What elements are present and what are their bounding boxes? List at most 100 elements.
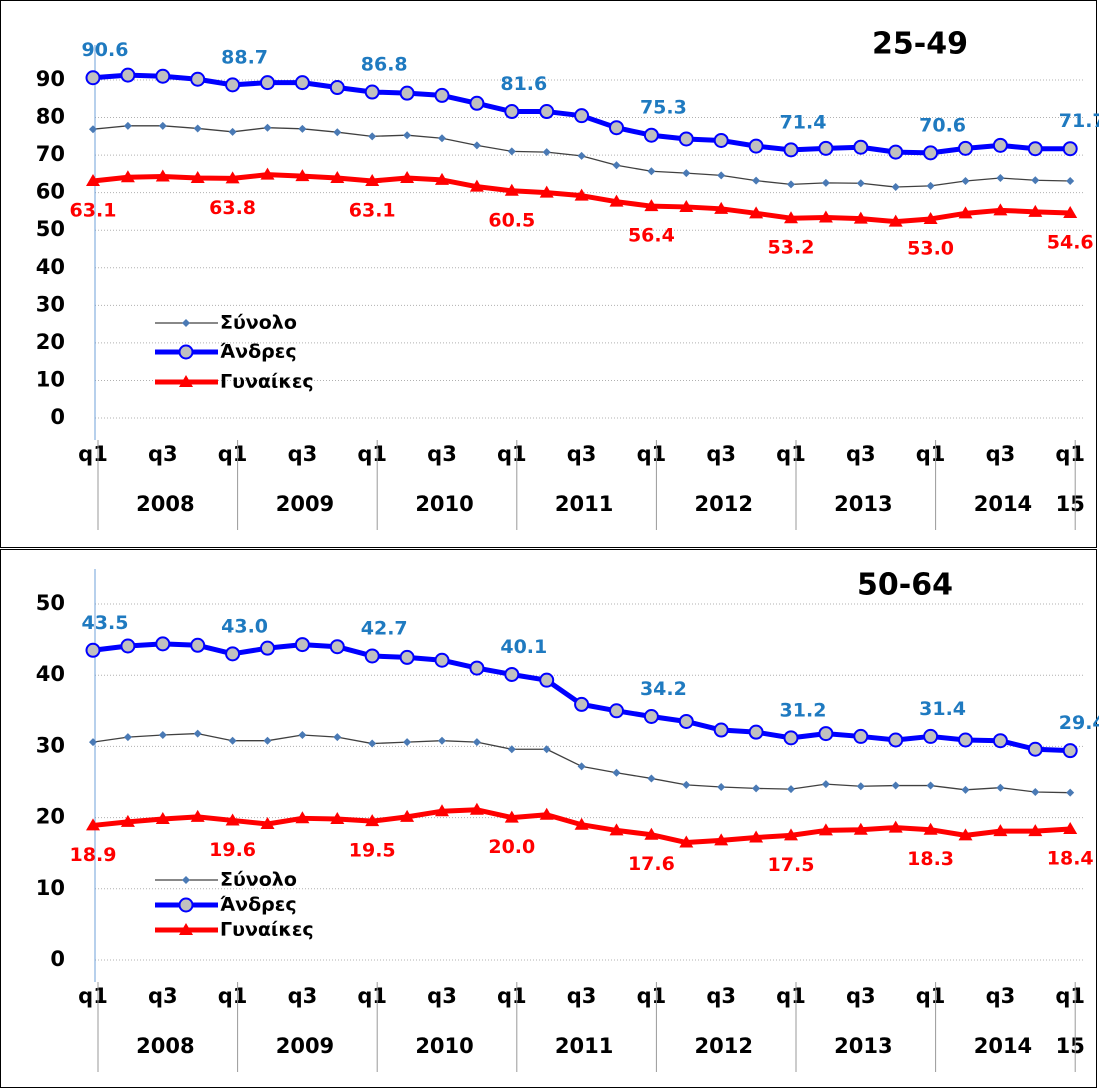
- marker: [574, 188, 589, 201]
- data-label: 18.3: [907, 848, 954, 870]
- marker: [89, 125, 97, 134]
- marker: [225, 646, 241, 662]
- marker: [891, 183, 900, 192]
- x-tick-label: q3: [567, 442, 597, 466]
- x-tick-label: q1: [637, 442, 667, 466]
- marker: [120, 814, 135, 827]
- marker: [1028, 824, 1043, 837]
- marker: [784, 211, 798, 224]
- marker: [992, 733, 1008, 749]
- marker: [333, 128, 342, 137]
- year-label: 2009: [276, 492, 334, 516]
- x-tick-label: q1: [78, 442, 108, 466]
- data-label: 90.6: [82, 39, 129, 61]
- marker: [714, 201, 729, 214]
- marker: [678, 131, 694, 147]
- x-tick-label: q3: [148, 442, 178, 466]
- marker: [678, 713, 694, 729]
- marker: [888, 144, 904, 160]
- data-label: 34.2: [640, 678, 687, 700]
- marker: [958, 732, 973, 748]
- year-label: 2008: [136, 1034, 194, 1058]
- data-label: 20.0: [488, 836, 535, 858]
- marker: [364, 648, 380, 664]
- legend-label: Γυναίκες: [220, 919, 314, 941]
- x-tick-label: q3: [986, 984, 1016, 1008]
- marker: [1031, 787, 1040, 796]
- marker: [923, 145, 939, 161]
- x-tick-label: q3: [427, 442, 457, 466]
- year-label: 2013: [834, 492, 892, 516]
- marker: [504, 104, 520, 120]
- y-tick-label: 10: [36, 367, 65, 391]
- y-tick-label: 70: [36, 142, 65, 166]
- marker: [179, 923, 193, 935]
- y-tick-label: 90: [36, 67, 65, 91]
- marker: [225, 77, 241, 93]
- marker: [993, 203, 1008, 216]
- marker: [784, 828, 798, 841]
- marker: [368, 739, 377, 748]
- data-label: 63.8: [209, 197, 256, 219]
- marker: [89, 738, 97, 747]
- year-label: 2011: [555, 1034, 613, 1058]
- y-tick-label: 20: [36, 805, 65, 829]
- chart-title: 25-49: [872, 27, 968, 62]
- marker: [263, 123, 272, 132]
- marker: [821, 780, 830, 789]
- data-label: 71.4: [780, 111, 827, 133]
- y-tick-label: 0: [50, 405, 65, 429]
- marker: [609, 823, 624, 836]
- marker: [472, 141, 481, 150]
- data-label: 71.7: [1059, 110, 1099, 132]
- marker: [961, 177, 970, 186]
- marker: [333, 733, 342, 742]
- marker: [717, 171, 726, 180]
- marker: [364, 84, 380, 100]
- marker: [190, 171, 205, 184]
- data-label: 60.5: [488, 209, 535, 231]
- marker: [643, 708, 659, 724]
- x-tick-label: q1: [776, 984, 806, 1008]
- x-tick-label: q3: [148, 984, 178, 1008]
- year-label: 15: [1056, 1034, 1085, 1058]
- marker: [403, 131, 412, 140]
- marker: [190, 809, 205, 822]
- marker: [783, 730, 799, 746]
- marker: [155, 812, 170, 825]
- marker: [1031, 176, 1040, 185]
- x-tick-label: q3: [706, 442, 736, 466]
- marker: [748, 138, 764, 154]
- y-tick-label: 0: [50, 947, 65, 971]
- marker: [612, 161, 621, 170]
- marker: [539, 672, 555, 688]
- marker: [193, 729, 202, 738]
- marker: [749, 830, 764, 843]
- x-tick-label: q1: [497, 984, 527, 1008]
- marker: [923, 822, 938, 835]
- year-label: 2010: [415, 1034, 473, 1058]
- marker: [574, 108, 590, 124]
- x-tick-label: q3: [567, 984, 597, 1008]
- x-tick-label: q1: [218, 984, 248, 1008]
- marker: [713, 132, 729, 148]
- marker: [714, 833, 729, 846]
- marker: [403, 738, 412, 747]
- marker: [182, 876, 190, 884]
- marker: [783, 142, 799, 158]
- data-label: 43.5: [82, 612, 129, 634]
- year-label: 2014: [974, 492, 1032, 516]
- x-tick-label: q3: [706, 984, 736, 1008]
- marker: [682, 169, 691, 178]
- marker: [472, 738, 481, 747]
- data-label: 40.1: [500, 636, 547, 658]
- marker: [435, 172, 449, 185]
- marker: [469, 95, 485, 111]
- x-tick-label: q3: [986, 442, 1016, 466]
- marker: [923, 728, 939, 744]
- x-tick-label: q1: [78, 984, 108, 1008]
- marker: [85, 70, 101, 86]
- marker: [120, 67, 136, 83]
- marker: [888, 732, 904, 748]
